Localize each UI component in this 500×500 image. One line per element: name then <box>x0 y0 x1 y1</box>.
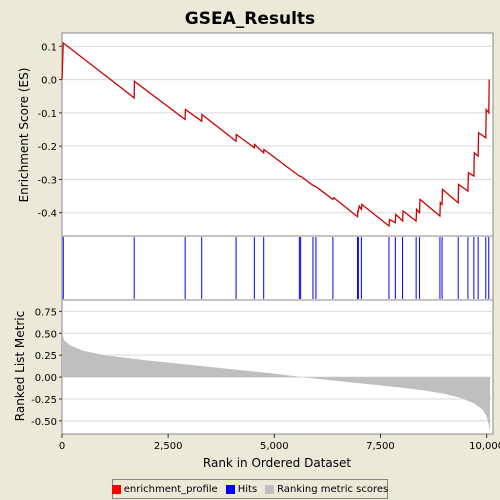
legend-item-enrichment-profile: enrichment_profile <box>111 483 218 495</box>
enrichment-profile-line <box>61 41 490 228</box>
legend: enrichment_profile Hits Ranking metric s… <box>111 479 388 499</box>
rank-y-axis: 0.75 0.50 0.25 0.00 -0.25 -0.50 <box>31 307 62 428</box>
rank-y-axis-label: Ranked List Metric <box>13 311 27 421</box>
es-y-tick-label: -0.3 <box>37 175 57 186</box>
hits-panel-frame <box>61 235 494 301</box>
legend-item-ranking-metric: Ranking metric scores <box>265 484 388 495</box>
es-gridlines <box>62 45 493 214</box>
rank-y-tick-label: 0.75 <box>35 307 57 318</box>
rank-gridlines <box>62 310 493 422</box>
ranking-metric-area <box>62 331 490 432</box>
hits-panel <box>62 237 490 299</box>
es-y-tick-label: 0.1 <box>41 42 57 53</box>
x-axis: 0 2,500 5,000 7,500 10,000 <box>59 434 500 452</box>
rank-y-tick-label: -0.50 <box>31 417 57 428</box>
es-y-axis-label: Enrichment Score (ES) <box>17 68 31 203</box>
rank-y-tick-label: -0.25 <box>31 395 57 406</box>
x-tick-label: 7,500 <box>366 441 395 452</box>
rank-y-tick-label: 0.00 <box>35 373 57 384</box>
rank-y-tick-label: 0.50 <box>35 329 57 340</box>
es-y-tick-label: 0.0 <box>41 76 57 87</box>
es-y-tick-label: -0.1 <box>37 109 57 120</box>
legend-swatch-gray <box>265 484 275 494</box>
es-panel-frame <box>61 32 494 237</box>
x-tick-label: 5,000 <box>260 441 289 452</box>
rank-y-tick-label: 0.25 <box>35 351 57 362</box>
x-tick-label: 0 <box>59 441 65 452</box>
x-axis-label: Rank in Ordered Dataset <box>203 456 351 470</box>
es-y-tick-label: -0.2 <box>37 142 57 153</box>
chart-title: GSEA_Results <box>185 9 315 29</box>
legend-swatch-red <box>111 484 121 494</box>
legend-swatch-blue <box>225 484 235 494</box>
legend-label: enrichment_profile <box>123 483 218 495</box>
legend-label: Hits <box>237 483 258 495</box>
es-y-tick-label: -0.4 <box>37 209 57 220</box>
x-tick-label: 2,500 <box>154 441 183 452</box>
x-tick-label: 10,000 <box>469 441 500 452</box>
es-y-axis: 0.1 0.0 -0.1 -0.2 -0.3 -0.4 <box>37 42 62 220</box>
legend-label: Ranking metric scores <box>277 483 389 495</box>
legend-item-hits: Hits <box>225 483 258 495</box>
